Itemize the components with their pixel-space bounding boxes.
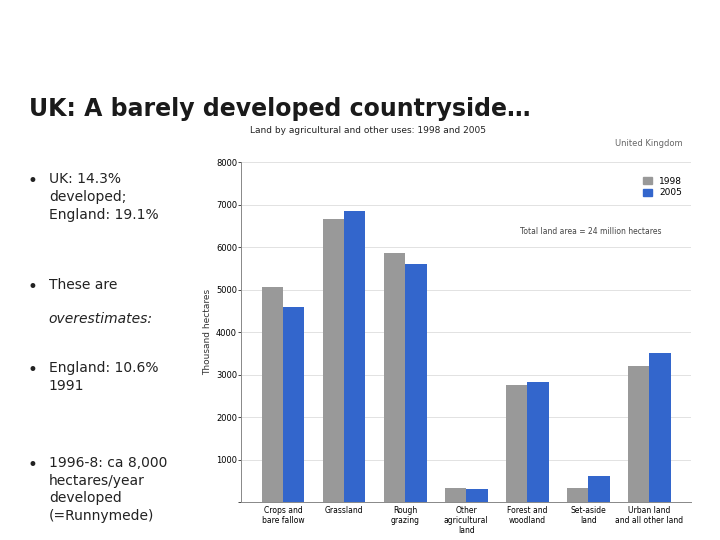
Bar bbox=[405, 264, 426, 502]
Bar bbox=[344, 211, 366, 502]
Text: •: • bbox=[27, 278, 37, 296]
Y-axis label: Thousand hectares: Thousand hectares bbox=[203, 289, 212, 375]
Bar bbox=[445, 488, 467, 502]
Text: UK: 14.3%
developed;
England: 19.1%: UK: 14.3% developed; England: 19.1% bbox=[49, 172, 158, 222]
Bar bbox=[588, 476, 610, 502]
Bar bbox=[467, 489, 487, 502]
Text: ±UCL: ±UCL bbox=[606, 24, 698, 53]
Text: •: • bbox=[27, 361, 37, 379]
Text: United Kingdom: United Kingdom bbox=[615, 139, 682, 148]
Text: •: • bbox=[27, 172, 37, 190]
Bar bbox=[384, 253, 405, 502]
Bar bbox=[567, 488, 588, 502]
Bar bbox=[261, 287, 283, 502]
Text: UK: A barely developed countryside…: UK: A barely developed countryside… bbox=[29, 97, 531, 121]
Text: England: 10.6%
1991: England: 10.6% 1991 bbox=[49, 361, 158, 393]
Text: •: • bbox=[27, 456, 37, 474]
Text: Total land area = 24 million hectares: Total land area = 24 million hectares bbox=[520, 227, 662, 235]
Bar bbox=[506, 385, 527, 502]
Bar bbox=[527, 382, 549, 502]
Bar bbox=[323, 219, 344, 502]
Bar bbox=[649, 353, 671, 502]
Text: These are: These are bbox=[49, 278, 117, 292]
Text: Land by agricultural and other uses: 1998 and 2005: Land by agricultural and other uses: 199… bbox=[251, 126, 486, 135]
Legend: 1998, 2005: 1998, 2005 bbox=[643, 177, 682, 198]
Bar bbox=[628, 366, 649, 502]
Text: overestimates:: overestimates: bbox=[49, 312, 153, 326]
Text: 1996-8: ca 8,000
hectares/year
developed
(=Runnymede): 1996-8: ca 8,000 hectares/year developed… bbox=[49, 456, 167, 523]
Bar bbox=[283, 307, 305, 502]
